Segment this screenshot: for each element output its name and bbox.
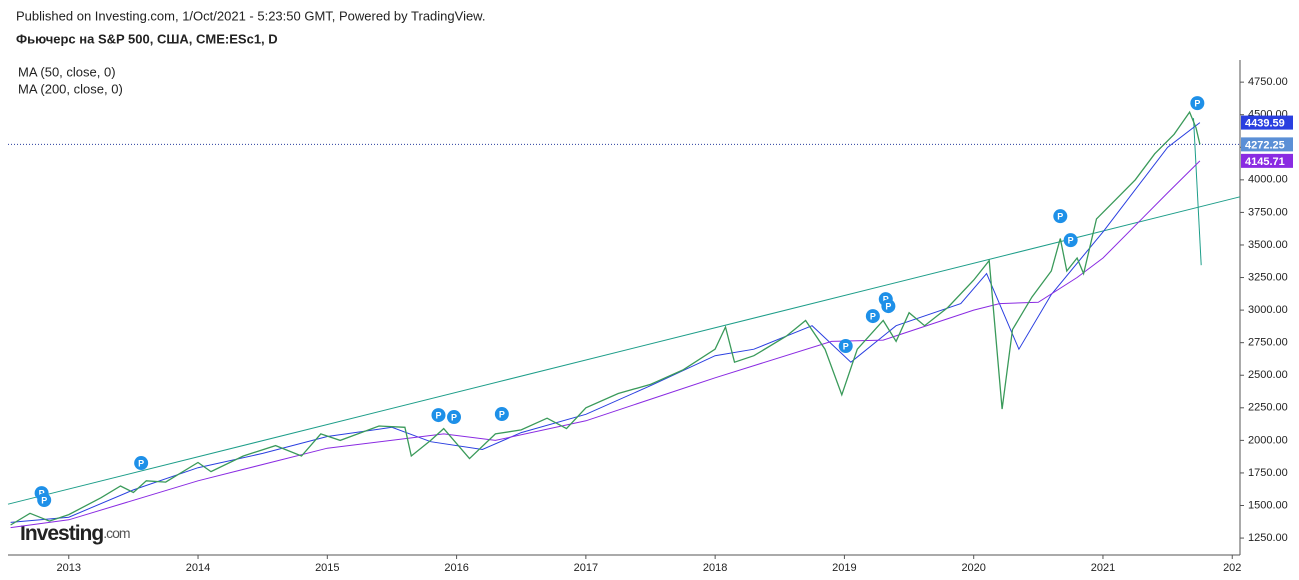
- dividend-marker-label: P: [843, 341, 849, 351]
- dividend-marker: [134, 456, 149, 471]
- dividend-marker-label: P: [1068, 236, 1074, 246]
- dividend-marker: [447, 410, 462, 425]
- price-tag-label: 4145.71: [1245, 156, 1285, 168]
- y-tick-label: 1250.00: [1248, 532, 1288, 544]
- header: Published on Investing.com, 1/Oct/2021 -…: [16, 8, 485, 23]
- y-tick-label: 2250.00: [1248, 402, 1288, 414]
- x-tick-label: 2017: [574, 562, 598, 574]
- y-tick-label: 4000.00: [1248, 174, 1288, 186]
- dividend-marker: [431, 408, 446, 423]
- y-tick-label: 2750.00: [1248, 337, 1288, 349]
- dividend-marker-label: P: [499, 409, 505, 419]
- dividend-marker: [1063, 233, 1078, 248]
- dividend-marker: [1053, 209, 1068, 224]
- y-tick-label: 3250.00: [1248, 271, 1288, 283]
- x-tick-label: 2019: [832, 562, 856, 574]
- price-tag-label: 4439.59: [1245, 117, 1285, 129]
- logo: Investing.com: [20, 522, 130, 545]
- dividend-marker-label: P: [39, 489, 45, 499]
- dividend-marker-label: P: [138, 458, 144, 468]
- ma-line: [10, 122, 1201, 523]
- x-tick-label: 2015: [315, 562, 339, 574]
- chart-title: Фьючерс на S&P 500, США, CME:ESc1, D: [16, 31, 278, 46]
- dividend-marker: [865, 309, 880, 324]
- dividend-marker: [494, 407, 509, 422]
- y-tick-label: 3750.00: [1248, 206, 1288, 218]
- y-tick-label: 3500.00: [1248, 239, 1288, 251]
- x-tick-label: 2016: [444, 562, 468, 574]
- x-tick-label: 2013: [57, 562, 81, 574]
- dividend-marker-label: P: [885, 301, 891, 311]
- dividend-marker-label: P: [1057, 212, 1063, 222]
- x-tick-label: 2018: [703, 562, 727, 574]
- dividend-marker: [838, 339, 853, 354]
- dividend-marker-label: P: [883, 295, 889, 305]
- y-tick-label: 2000.00: [1248, 434, 1288, 446]
- y-tick-label: 4750.00: [1248, 76, 1288, 88]
- dividend-marker: [881, 299, 896, 314]
- x-tick-label: 2014: [186, 562, 210, 574]
- price-tag-label: 4272.25: [1245, 139, 1285, 151]
- y-tick-label: 1500.00: [1248, 499, 1288, 511]
- ma-line: [10, 160, 1201, 529]
- dividend-marker-label: P: [451, 412, 457, 422]
- legend-entry: MA (200, close, 0): [18, 81, 123, 96]
- dividend-marker-label: P: [870, 311, 876, 321]
- x-tick-label: 202: [1223, 562, 1241, 574]
- x-tick-label: 2021: [1091, 562, 1115, 574]
- y-tick-label: 2500.00: [1248, 369, 1288, 381]
- dividend-marker-label: P: [41, 495, 47, 505]
- dividend-marker: [37, 493, 52, 508]
- price-line: [10, 110, 1201, 526]
- x-tick-label: 2020: [961, 562, 985, 574]
- trendline: [1193, 118, 1202, 266]
- y-tick-label: 3000.00: [1248, 304, 1288, 316]
- dividend-marker-label: P: [1194, 98, 1200, 108]
- price-tag: [1241, 153, 1293, 168]
- dividend-marker-label: P: [435, 410, 441, 420]
- y-tick-label: 1750.00: [1248, 467, 1288, 479]
- price-tag: [1241, 115, 1293, 130]
- price-tag: [1241, 137, 1293, 152]
- trendline: [7, 196, 1241, 505]
- dividend-marker: [1190, 96, 1205, 111]
- legend-entry: MA (50, close, 0): [18, 64, 116, 79]
